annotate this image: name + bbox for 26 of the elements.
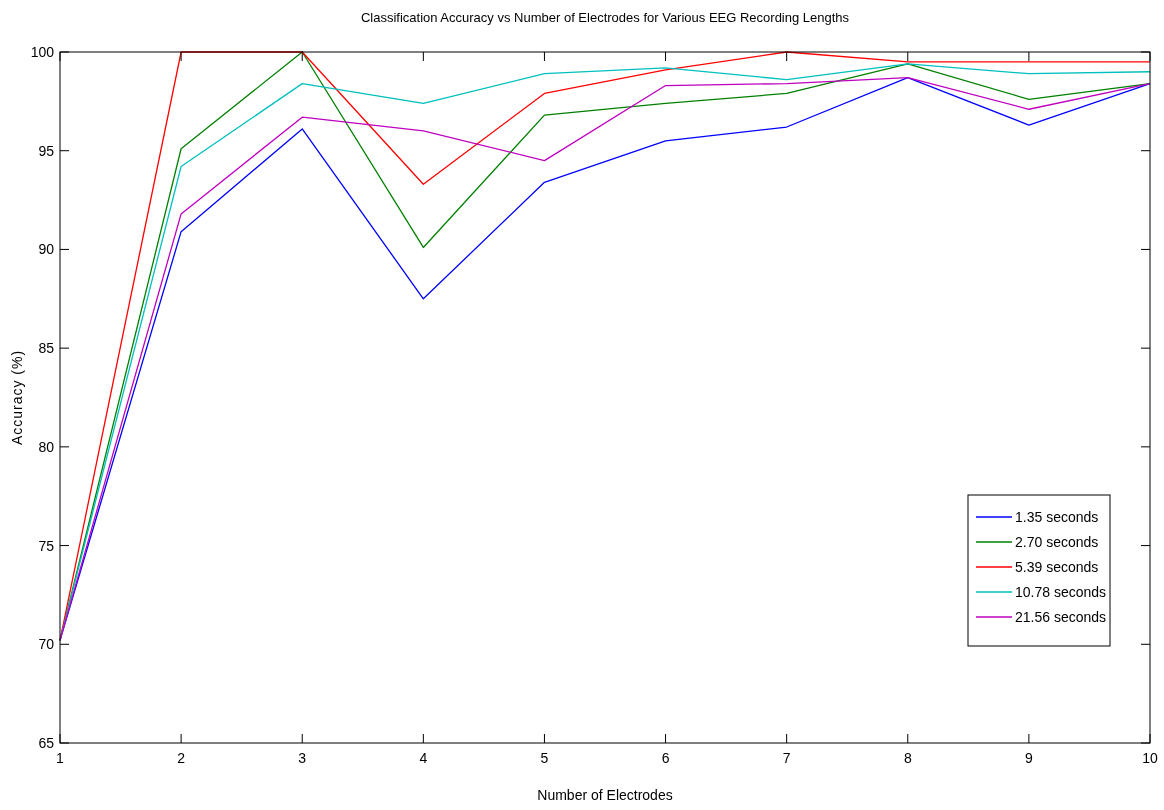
legend-label: 10.78 seconds bbox=[1015, 584, 1107, 600]
y-tick-label: 100 bbox=[30, 44, 55, 60]
y-tick-label: 65 bbox=[38, 735, 55, 751]
x-tick-label: 7 bbox=[782, 750, 791, 766]
legend-label: 2.70 seconds bbox=[1015, 534, 1099, 550]
x-tick-label: 3 bbox=[298, 750, 307, 766]
chart-title: Classification Accuracy vs Number of Electrodes for Various EEG Recording Lengths bbox=[360, 10, 850, 25]
legend-label: 1.35 seconds bbox=[1015, 509, 1099, 525]
x-tick-label: 6 bbox=[661, 750, 670, 766]
x-tick-label: 10 bbox=[1142, 750, 1158, 766]
x-tick-label: 1 bbox=[56, 750, 65, 766]
x-tick-label: 5 bbox=[540, 750, 549, 766]
y-axis-title: Accuracy (%) bbox=[9, 349, 25, 446]
x-tick-label: 8 bbox=[903, 750, 912, 766]
y-tick-label: 70 bbox=[38, 636, 55, 653]
y-tick-label: 80 bbox=[38, 438, 55, 455]
legend-label: 21.56 seconds bbox=[1015, 609, 1107, 625]
legend-label: 5.39 seconds bbox=[1015, 559, 1099, 575]
x-axis-title: Number of Electrodes bbox=[537, 787, 673, 803]
y-tick-label: 75 bbox=[38, 537, 55, 554]
y-tick-label: 90 bbox=[38, 241, 55, 258]
x-tick-label: 4 bbox=[419, 750, 428, 766]
y-tick-label: 95 bbox=[38, 142, 55, 159]
y-tick-label: 85 bbox=[38, 340, 55, 357]
x-tick-label: 2 bbox=[177, 750, 186, 766]
x-tick-label: 9 bbox=[1024, 750, 1033, 766]
